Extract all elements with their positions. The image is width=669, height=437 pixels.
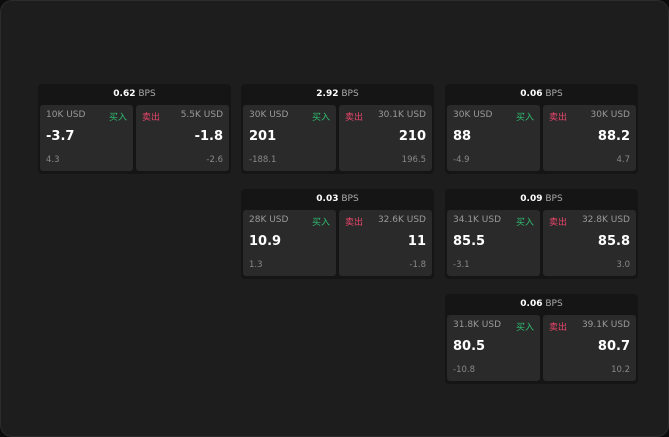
ask-size: 39.1K USD: [581, 320, 630, 330]
sell-label: 卖出: [549, 218, 568, 228]
spread-unit: BPS: [545, 89, 563, 99]
buy-label: 买入: [515, 113, 534, 123]
buy-label: 买入: [515, 218, 534, 228]
buy-button[interactable]: 28K USD 买入 10.9 1.3: [243, 210, 336, 276]
bid-price: 80.5: [453, 339, 486, 354]
buy-button[interactable]: 30K USD 买入 201 -188.1: [243, 105, 336, 171]
ask-price: 80.7: [597, 339, 630, 354]
ask-change: 10.2: [611, 365, 630, 375]
bid-change: -3.1: [453, 260, 470, 270]
spread-value: 0.03: [316, 194, 339, 204]
quote-card: 0.09 BPS 34.1K USD 买入 85.5 -3.1 卖出 32.8K U…: [445, 189, 638, 279]
buy-label: 买入: [515, 323, 534, 333]
ask-change: 3.0: [616, 260, 630, 270]
ask-price: 210: [398, 129, 426, 144]
buy-button[interactable]: 34.1K USD 买入 85.5 -3.1: [447, 210, 540, 276]
buy-button[interactable]: 31.8K USD 买入 80.5 -10.8: [447, 315, 540, 381]
spread-value: 0.62: [113, 89, 136, 99]
spread-header: 0.06 BPS: [445, 84, 638, 105]
ask-size: 32.8K USD: [581, 215, 630, 225]
bid-size: 31.8K USD: [453, 320, 502, 330]
spread-unit: BPS: [341, 194, 359, 204]
ask-price: 85.8: [597, 234, 630, 249]
bid-change: -4.9: [453, 155, 470, 165]
sell-button[interactable]: 卖出 30.1K USD 210 196.5: [339, 105, 432, 171]
ask-change: -1.8: [409, 260, 426, 270]
sell-button[interactable]: 卖出 30K USD 88.2 4.7: [543, 105, 636, 171]
bid-change: 1.3: [249, 260, 263, 270]
spread-value: 0.09: [520, 194, 543, 204]
spread-value: 0.06: [520, 299, 543, 309]
bid-size: 34.1K USD: [453, 215, 502, 225]
buy-label: 买入: [311, 113, 330, 123]
spread-unit: BPS: [341, 89, 359, 99]
quote-card: 0.06 BPS 30K USD 买入 88 -4.9 卖出 30K USD 88.…: [445, 84, 638, 174]
buy-label: 买入: [108, 113, 127, 123]
sell-button[interactable]: 卖出 5.5K USD -1.8 -2.6: [136, 105, 229, 171]
buy-button[interactable]: 30K USD 买入 88 -4.9: [447, 105, 540, 171]
ask-size: 30.1K USD: [377, 110, 426, 120]
bid-price: -3.7: [46, 129, 75, 144]
quote-card: 0.06 BPS 31.8K USD 买入 80.5 -10.8 卖出 39.1K …: [445, 294, 638, 384]
bid-price: 85.5: [453, 234, 486, 249]
ask-size: 30K USD: [590, 110, 630, 120]
buy-label: 买入: [311, 218, 330, 228]
spread-value: 0.06: [520, 89, 543, 99]
bid-price: 10.9: [249, 234, 282, 249]
quote-card: 2.92 BPS 30K USD 买入 201 -188.1 卖出 30.1K US…: [241, 84, 434, 174]
spread-header: 0.09 BPS: [445, 189, 638, 210]
sell-label: 卖出: [345, 113, 364, 123]
spread-header: 0.06 BPS: [445, 294, 638, 315]
ask-price: -1.8: [194, 129, 223, 144]
quote-card: 0.03 BPS 28K USD 买入 10.9 1.3 卖出 32.6K USD …: [241, 189, 434, 279]
ask-change: 4.7: [616, 155, 630, 165]
sell-label: 卖出: [142, 113, 161, 123]
bid-change: -188.1: [249, 155, 277, 165]
bid-price: 201: [249, 129, 277, 144]
bid-change: -10.8: [453, 365, 475, 375]
sell-label: 卖出: [549, 113, 568, 123]
bid-size: 10K USD: [46, 110, 86, 120]
ask-size: 5.5K USD: [180, 110, 223, 120]
bid-size: 28K USD: [249, 215, 289, 225]
spread-unit: BPS: [545, 194, 563, 204]
spread-header: 0.03 BPS: [241, 189, 434, 210]
sell-label: 卖出: [549, 323, 568, 333]
sell-button[interactable]: 卖出 32.8K USD 85.8 3.0: [543, 210, 636, 276]
spread-unit: BPS: [545, 299, 563, 309]
bid-size: 30K USD: [453, 110, 493, 120]
ask-size: 32.6K USD: [377, 215, 426, 225]
ask-change: -2.6: [206, 155, 223, 165]
spread-unit: BPS: [138, 89, 156, 99]
spread-value: 2.92: [316, 89, 339, 99]
sell-button[interactable]: 卖出 32.6K USD 11 -1.8: [339, 210, 432, 276]
bid-change: 4.3: [46, 155, 60, 165]
quote-card: 0.62 BPS 10K USD 买入 -3.7 4.3 卖出 5.5K USD -…: [38, 84, 231, 174]
bid-price: 88: [453, 129, 472, 144]
ask-price: 88.2: [597, 129, 630, 144]
spread-header: 0.62 BPS: [38, 84, 231, 105]
buy-button[interactable]: 10K USD 买入 -3.7 4.3: [40, 105, 133, 171]
ask-price: 11: [407, 234, 426, 249]
bid-size: 30K USD: [249, 110, 289, 120]
ask-change: 196.5: [401, 155, 426, 165]
sell-button[interactable]: 卖出 39.1K USD 80.7 10.2: [543, 315, 636, 381]
spread-header: 2.92 BPS: [241, 84, 434, 105]
sell-label: 卖出: [345, 218, 364, 228]
